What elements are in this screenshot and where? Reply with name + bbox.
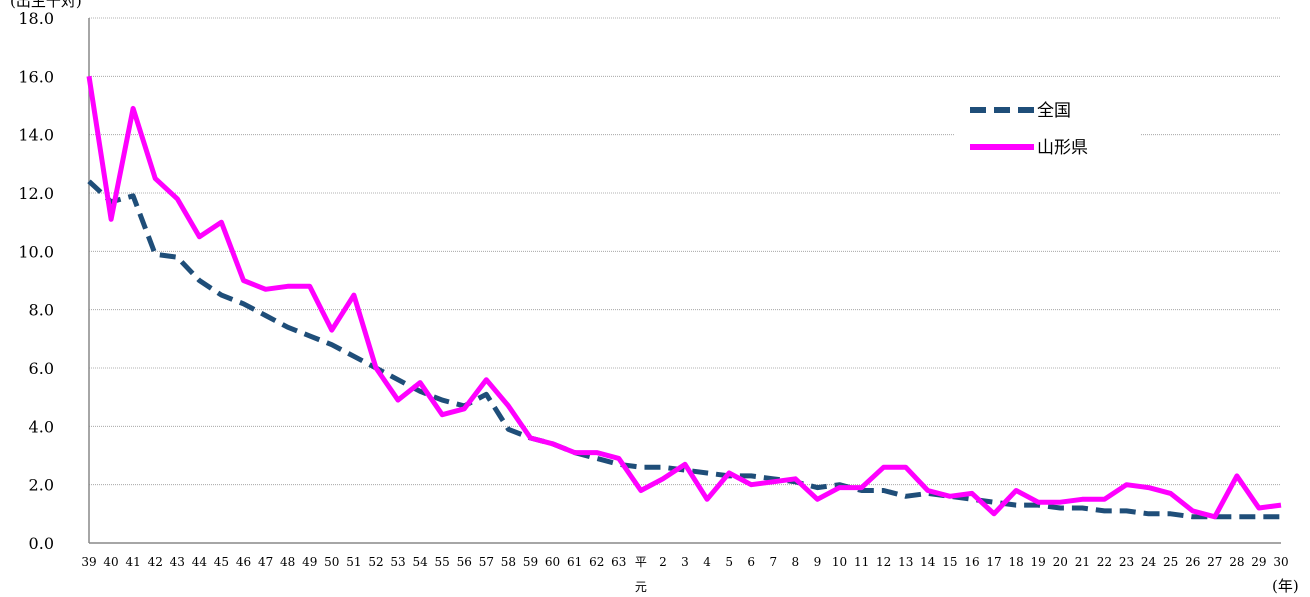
legend-label-zenkoku: 全国 bbox=[1037, 101, 1071, 121]
x-tick-label: 15 bbox=[942, 555, 957, 569]
x-tick-label: 39 bbox=[81, 555, 96, 569]
x-tick-label: 平元 bbox=[635, 555, 647, 594]
x-tick-label: 24 bbox=[1141, 555, 1157, 569]
x-tick-label: 57 bbox=[479, 555, 494, 569]
x-tick-label: 52 bbox=[368, 555, 383, 569]
x-tick-label: 11 bbox=[854, 555, 869, 569]
y-unit-label: (出生千対) bbox=[10, 0, 82, 10]
x-tick-label: 54 bbox=[412, 555, 428, 569]
x-tick-label: 59 bbox=[523, 555, 538, 569]
y-tick-label: 10.0 bbox=[18, 242, 54, 261]
x-tick-label: 61 bbox=[567, 555, 582, 569]
x-tick-label: 2 bbox=[659, 555, 667, 569]
x-tick-label: 45 bbox=[214, 555, 229, 569]
x-tick-label: 42 bbox=[148, 555, 163, 569]
x-tick-label: 41 bbox=[126, 555, 141, 569]
x-tick-label: 12 bbox=[876, 555, 891, 569]
y-tick-label: 12.0 bbox=[18, 184, 54, 203]
x-tick-label: 28 bbox=[1229, 555, 1244, 569]
x-tick-label: 20 bbox=[1053, 555, 1068, 569]
series-line-yamagata bbox=[86, 75, 1282, 520]
x-tick-label: 21 bbox=[1075, 555, 1090, 569]
x-tick-label: 26 bbox=[1185, 555, 1200, 569]
y-tick-label: 2.0 bbox=[29, 476, 54, 495]
gridlines bbox=[89, 17, 1281, 486]
y-tick-label: 16.0 bbox=[18, 67, 54, 86]
x-tick-label: 49 bbox=[302, 555, 317, 569]
x-tick-label: 7 bbox=[769, 555, 777, 569]
x-tick-label: 44 bbox=[192, 555, 208, 569]
legend-label-yamagata: 山形県 bbox=[1037, 138, 1088, 158]
x-tick-label: 23 bbox=[1119, 555, 1134, 569]
y-tick-label: 6.0 bbox=[29, 359, 54, 378]
legend: 全国 山形県 bbox=[955, 92, 1140, 172]
x-tick-label: 22 bbox=[1097, 555, 1112, 569]
x-tick-label: 30 bbox=[1273, 555, 1288, 569]
x-tick-label: 16 bbox=[964, 555, 979, 569]
y-tick-label: 0.0 bbox=[29, 534, 54, 553]
x-tick-label: 51 bbox=[346, 555, 361, 569]
x-tick-label: 25 bbox=[1163, 555, 1178, 569]
x-tick-label: 8 bbox=[792, 555, 800, 569]
x-tick-label: 40 bbox=[103, 555, 118, 569]
x-tick-label: 27 bbox=[1207, 555, 1222, 569]
x-unit-label: (年) bbox=[1272, 577, 1299, 595]
axes bbox=[88, 18, 1281, 544]
x-tick-label: 55 bbox=[435, 555, 450, 569]
x-tick-label: 13 bbox=[898, 555, 913, 569]
x-tick-label: 47 bbox=[258, 555, 273, 569]
x-tick-label: 63 bbox=[611, 555, 626, 569]
x-tick-label: 46 bbox=[236, 555, 251, 569]
x-tick-label: 29 bbox=[1251, 555, 1266, 569]
x-tick-label: 5 bbox=[725, 555, 733, 569]
x-tick-label: 43 bbox=[170, 555, 185, 569]
x-tick-label: 3 bbox=[681, 555, 689, 569]
y-tick-label: 4.0 bbox=[29, 417, 54, 436]
x-tick-label: 6 bbox=[747, 555, 755, 569]
x-tick-label: 10 bbox=[832, 555, 847, 569]
y-tick-label: 18.0 bbox=[18, 9, 54, 28]
x-tick-label: 53 bbox=[390, 555, 405, 569]
y-tick-label: 8.0 bbox=[29, 301, 54, 320]
x-tick-label: 58 bbox=[501, 555, 516, 569]
x-tick-label: 4 bbox=[703, 555, 711, 569]
x-tick-label: 50 bbox=[324, 555, 339, 569]
x-tick-labels: 39 40 41 42 43 44 45 46 47 48 49 50 51 52 53 54 55 56 57 58… bbox=[81, 555, 1288, 594]
y-tick-labels: 0.0 2.0 4.0 6.0 8.0 10.0 12.0 14.0 16.0 18.0 bbox=[18, 9, 54, 553]
series-lines bbox=[86, 75, 1282, 520]
x-tick-label: 60 bbox=[545, 555, 560, 569]
y-tick-label: 14.0 bbox=[18, 126, 54, 145]
legend-box bbox=[955, 92, 1140, 172]
series-line-zenkoku bbox=[87, 179, 1281, 520]
x-tick-label: 18 bbox=[1008, 555, 1023, 569]
x-tick-label: 56 bbox=[457, 555, 472, 569]
x-tick-label: 17 bbox=[986, 555, 1001, 569]
x-tick-label: 48 bbox=[280, 555, 295, 569]
x-tick-label: 14 bbox=[920, 555, 936, 569]
x-tick-label: 19 bbox=[1031, 555, 1046, 569]
x-tick-label: 9 bbox=[814, 555, 822, 569]
x-tick-label: 62 bbox=[589, 555, 604, 569]
